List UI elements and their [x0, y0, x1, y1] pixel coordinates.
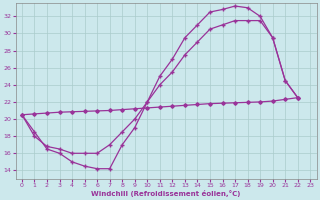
X-axis label: Windchill (Refroidissement éolien,°C): Windchill (Refroidissement éolien,°C) [92, 190, 241, 197]
